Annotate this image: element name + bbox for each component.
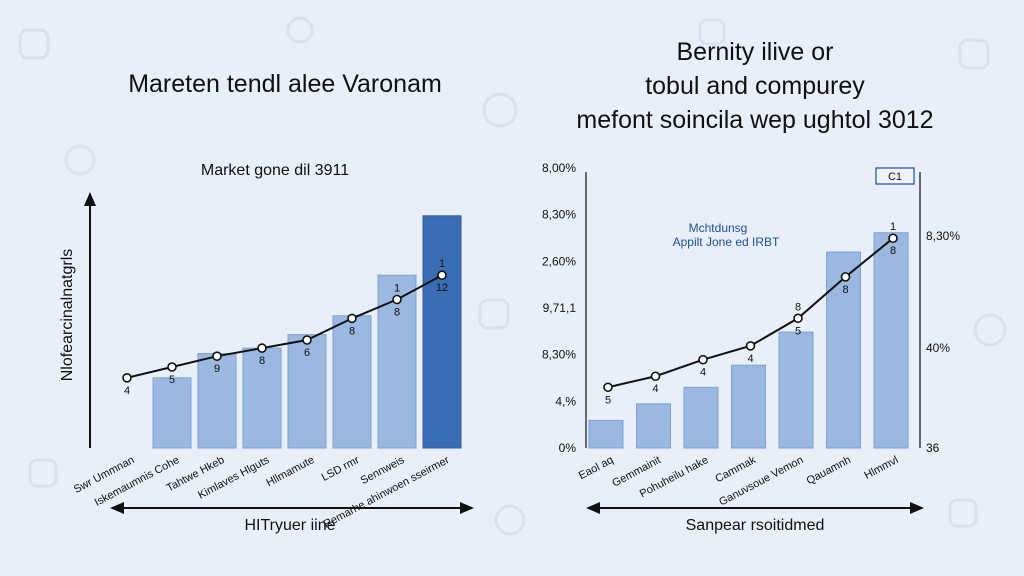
right-left-tick-2: 8,30% [542,348,576,362]
right-chart-title-line: tobul and compurey [645,72,865,100]
bar-3 [242,347,282,449]
peak-marker-4: 8 [795,301,801,313]
right-chart: Bernity ilive or tobul and compurey mefont… [542,38,960,534]
point-1 [650,371,661,382]
point-label-0: 5 [605,394,611,406]
right-annotation-1: Mchtdunsg [689,221,748,235]
bar-3 [731,364,766,449]
point-2 [212,351,222,362]
bar-6 [873,232,909,449]
left-y-axis-title: Nlofearcinalnatgrls [59,249,76,382]
left-chart-title: Mareten tendl alee Varonam [128,70,442,98]
bar-1 [152,377,192,449]
point-label-4: 6 [304,347,310,359]
point-3 [257,343,267,353]
point-label-1: 4 [652,383,658,395]
point-label-6: 8 [890,245,896,257]
right-points: 5 4 4 4 5 8 8 8 1 [603,221,898,406]
right-x-axis-arrow-right [910,502,924,514]
category-label-5: Qauamnh [805,454,853,487]
right-left-tick-3: 9,71,1 [543,301,577,315]
bar-1 [636,403,671,449]
peak-marker-6: 1 [890,221,896,233]
point-label-7: 12 [436,282,448,294]
right-chart-title-line: Bernity ilive or [677,38,834,66]
right-x-axis-title: Sanpear rsoitidmed [686,517,825,534]
category-label-4: Ganuvsoue Vemon [717,454,805,509]
right-left-tick-1: 4,% [555,394,576,408]
bar-0 [588,419,624,449]
bar-4 [287,334,327,449]
point-label-3: 8 [259,355,265,367]
point-3 [745,341,756,351]
point-0 [122,372,132,383]
left-x-axis-title: HITryuer iine [245,517,336,534]
right-chart-title: Bernity ilive or tobul and compurey mefont… [576,38,933,134]
left-chart: Mareten tendl alee Varonam Market gone d… [59,70,474,534]
point-label-3: 4 [747,353,753,365]
point-0 [603,382,613,393]
right-callout-box [875,167,915,185]
point-6 [392,294,402,305]
bar-5 [332,315,372,449]
bar-7 [422,215,462,449]
category-label-0: Eaol aq [577,454,616,482]
point-4 [302,335,312,345]
point-label-4: 5 [795,325,801,337]
point-label-1: 5 [169,374,175,386]
right-x-axis-arrow-left [586,502,600,514]
right-chart-title-line: mefont soincila wep ughtol 3012 [576,106,933,134]
peak-marker-6: 1 [394,283,400,295]
left-trend-line [126,274,443,379]
right-right-tick-labels: 36 40% 8,30% [926,229,960,455]
bar-2 [197,353,237,449]
right-left-tick-6: 8,00% [542,161,576,175]
point-5 [840,272,851,282]
point-2 [698,354,708,365]
point-6 [888,233,898,244]
left-x-axis-arrow-right [460,502,474,514]
left-bars [152,215,462,449]
left-y-axis-arrow [84,192,96,206]
point-5 [347,313,357,324]
point-4 [793,313,803,324]
right-left-tick-labels: 0% 4,% 8,30% 9,71,1 2,60% 8,30% 8,00% [542,161,576,455]
left-points: 4 5 9 8 6 8 8 1 12 1 [122,258,448,397]
bar-4 [778,331,814,449]
point-7 [437,270,447,281]
point-1 [167,362,177,372]
point-label-0: 4 [124,385,130,397]
right-left-tick-4: 2,60% [542,254,576,268]
right-right-tick-0: 36 [926,441,940,455]
left-x-axis-arrow-left [110,502,124,514]
right-left-tick-0: 0% [559,441,577,455]
point-label-6: 8 [394,307,400,319]
right-annotation-2: Appilt Jone ed IRBT [673,235,780,249]
right-right-tick-1: 40% [926,341,950,355]
point-label-5: 8 [349,325,355,337]
right-bars [588,232,909,449]
category-label-6: Hlmmvl [862,454,900,482]
right-left-tick-5: 8,30% [542,208,576,222]
category-label-5: LSD rmr [320,454,362,484]
right-right-tick-2: 8,30% [926,229,960,243]
background-pattern [18,16,1007,536]
peak-marker-7: 1 [439,258,445,270]
right-callout-label: C1 [888,171,902,183]
bar-5 [826,251,861,449]
point-label-2: 9 [214,363,220,375]
bar-2 [683,386,719,449]
left-chart-subtitle: Market gone dil 3911 [201,162,349,179]
point-label-5: 8 [842,284,848,296]
point-label-2: 4 [700,367,706,379]
category-label-4: Hllmamute [264,454,316,489]
